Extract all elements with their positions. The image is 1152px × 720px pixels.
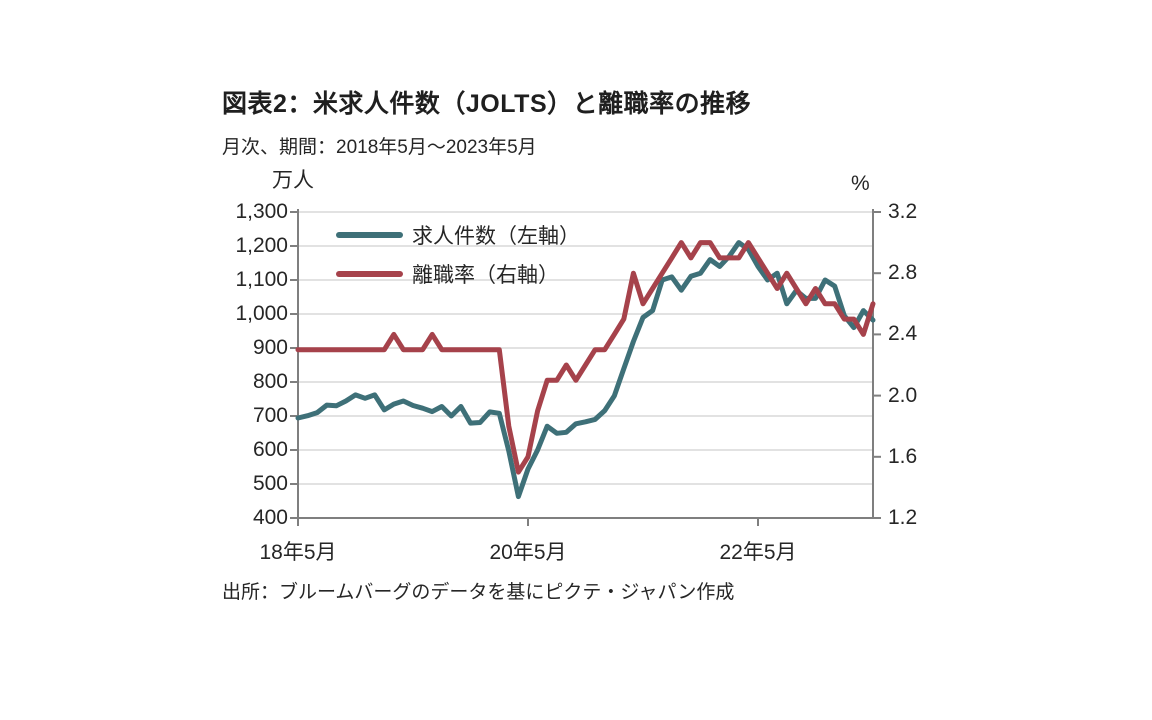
right-axis-tick-label: 2.4 [888, 322, 918, 346]
x-axis-tick-label: 20年5月 [489, 541, 567, 564]
left-axis-tick-label: 600 [252, 438, 288, 461]
legend-item-quit-rate: 離職率（右軸） [336, 254, 580, 293]
left-axis-tick-label: 1,200 [235, 234, 288, 257]
left-axis-tick-label: 1,100 [235, 268, 288, 291]
left-axis-tick-label: 700 [252, 404, 288, 427]
source-note: 出所：ブルームバーグのデータを基にピクテ・ジャパン作成 [222, 582, 735, 603]
quit-rate-line [295, 240, 876, 475]
chart-subtitle: 月次、期間：2018年5月～2023年5月 [222, 137, 537, 158]
legend-label-quit-rate: 離職率（右軸） [412, 263, 559, 287]
left-axis-tick-label: 1,000 [235, 302, 288, 325]
legend-label-job-openings: 求人件数（左軸） [412, 224, 580, 248]
legend-item-job-openings: 求人件数（左軸） [336, 215, 580, 254]
right-axis-unit-label: % [851, 172, 870, 195]
quit-rate-line-swatch [336, 270, 403, 277]
x-axis-tick-label: 18年5月 [259, 541, 337, 564]
job-openings-line-swatch [336, 231, 403, 238]
left-axis-tick-label: 1,300 [235, 200, 288, 223]
left-axis-tick-label: 800 [252, 370, 288, 393]
chart-title: 図表2：米求人件数（JOLTS）と離職率の推移 [222, 90, 752, 118]
right-axis-tick-label: 1.6 [888, 444, 918, 468]
left-axis-tick-label: 400 [252, 506, 288, 529]
left-axis-tick-label: 500 [252, 472, 288, 495]
left-axis-tick-label: 900 [252, 336, 288, 359]
job-openings-line [295, 240, 876, 500]
left-axis-unit-label: 万人 [272, 169, 314, 192]
right-axis-tick-label: 1.2 [888, 506, 918, 529]
legend: 求人件数（左軸） 離職率（右軸） [336, 215, 580, 293]
right-axis-tick-label: 2.8 [888, 261, 918, 285]
x-axis-tick-label: 22年5月 [719, 541, 797, 564]
right-axis-tick-label: 3.2 [888, 200, 918, 223]
right-axis-tick-label: 2.0 [888, 383, 918, 407]
